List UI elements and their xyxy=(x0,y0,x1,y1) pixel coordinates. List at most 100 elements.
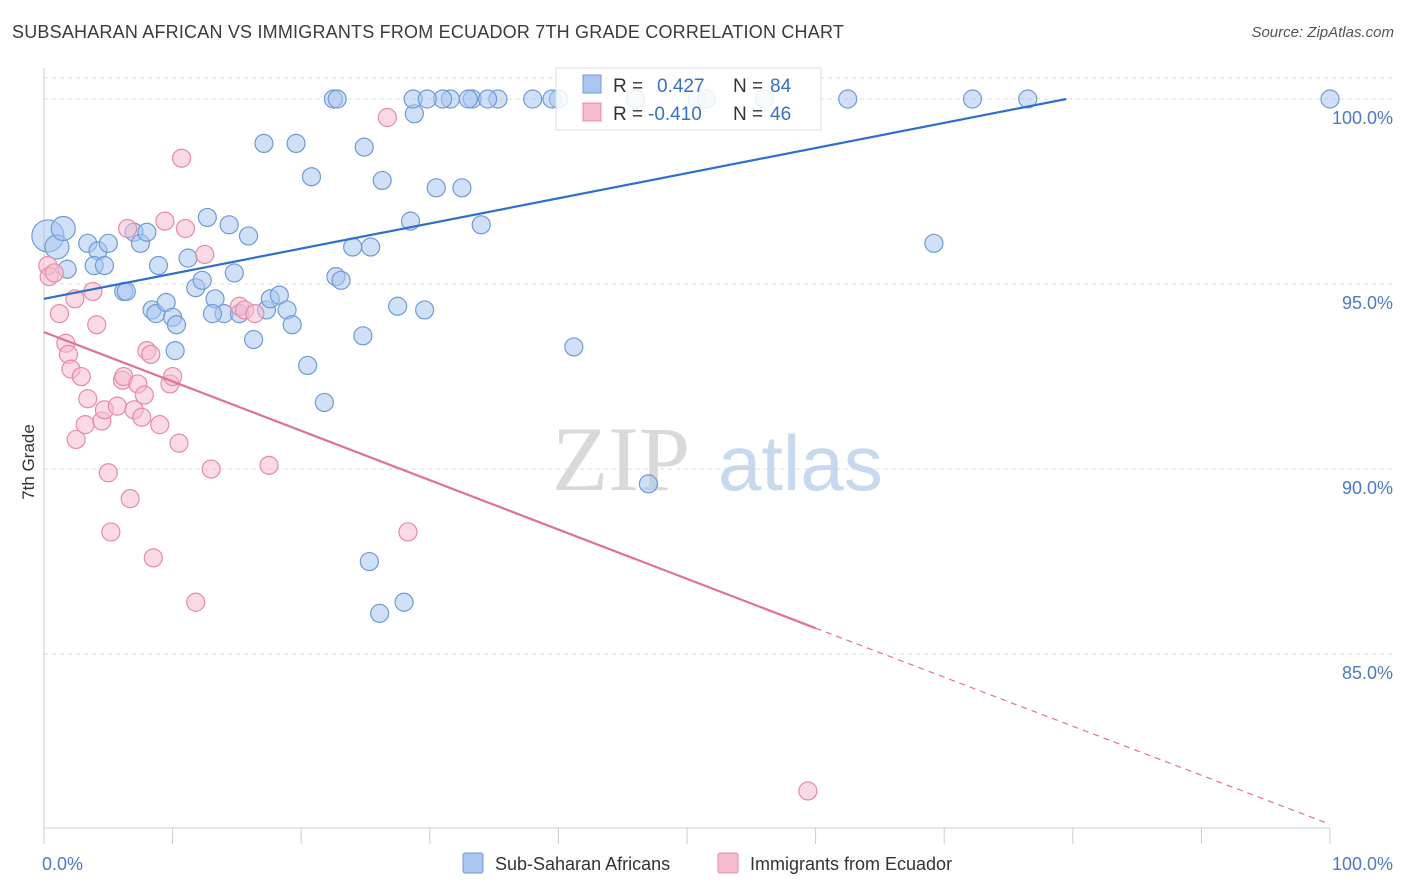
point-ecuador xyxy=(172,148,192,168)
point-ecuador xyxy=(175,218,196,239)
point-ecuador xyxy=(195,244,215,265)
point-sub-saharan xyxy=(415,300,435,320)
trend-line-ecuador xyxy=(43,331,816,630)
stats-swatch-blue xyxy=(582,74,602,94)
point-sub-saharan xyxy=(137,222,157,242)
stats-swatch-pink xyxy=(582,102,602,122)
stats-r-label-2: R = xyxy=(613,104,643,125)
point-ecuador xyxy=(98,463,118,483)
x-tick-label-100: 100.0% xyxy=(1332,854,1393,874)
stats-r-value-1: 0.427 xyxy=(657,76,705,97)
point-sub-saharan xyxy=(478,89,498,109)
point-sub-saharan xyxy=(838,89,858,109)
point-sub-saharan xyxy=(361,237,381,257)
stats-n-label-1: N = xyxy=(733,76,763,97)
point-sub-saharan xyxy=(50,215,76,242)
stats-n-value-1: 84 xyxy=(770,76,792,97)
grid xyxy=(44,77,1392,655)
point-ecuador xyxy=(132,407,152,427)
stats-box: R = 0.427 N = 84 R = -0.410 N = 46 xyxy=(555,67,822,131)
point-sub-saharan xyxy=(298,355,318,376)
point-sub-saharan xyxy=(219,215,239,235)
point-ecuador xyxy=(798,781,818,801)
chart-title: SUBSAHARAN AFRICAN VS IMMIGRANTS FROM EC… xyxy=(12,22,845,42)
stats-r-value-2: -0.410 xyxy=(648,104,702,125)
point-sub-saharan xyxy=(165,341,185,361)
y-axis-label: 7th Grade xyxy=(19,424,38,500)
point-ecuador xyxy=(71,366,91,387)
point-sub-saharan xyxy=(286,133,306,154)
point-sub-saharan xyxy=(301,167,322,187)
legend: Sub-Saharan Africans Immigrants from Ecu… xyxy=(462,852,952,874)
point-sub-saharan xyxy=(238,226,259,246)
point-sub-saharan xyxy=(327,89,347,109)
legend-label-sub-saharan: Sub-Saharan Africans xyxy=(495,854,670,874)
point-sub-saharan xyxy=(98,233,118,253)
point-ecuador xyxy=(44,263,64,283)
watermark-atlas: atlas xyxy=(718,419,883,507)
point-sub-saharan xyxy=(1018,89,1038,109)
point-sub-saharan xyxy=(178,248,198,268)
point-sub-saharan xyxy=(254,133,274,154)
y-tick-label: 100.0% xyxy=(1332,108,1393,128)
point-ecuador xyxy=(134,385,154,405)
point-sub-saharan xyxy=(282,315,302,335)
point-ecuador xyxy=(201,459,221,479)
stats-n-value-2: 46 xyxy=(770,104,791,125)
watermark: ZIP atlas xyxy=(552,408,883,510)
trend-line-sub-saharan xyxy=(43,97,1067,300)
point-sub-saharan xyxy=(148,255,169,276)
point-sub-saharan xyxy=(224,263,244,283)
point-sub-saharan xyxy=(388,296,408,316)
point-sub-saharan xyxy=(314,392,334,413)
point-ecuador xyxy=(186,592,206,612)
point-ecuador xyxy=(245,304,265,324)
point-sub-saharan xyxy=(471,215,491,235)
series-ecuador-points xyxy=(38,107,818,801)
point-ecuador xyxy=(169,433,189,453)
series-sub-saharan-points xyxy=(31,89,1340,623)
point-ecuador xyxy=(398,522,418,542)
y-tick-label: 85.0% xyxy=(1342,663,1393,683)
point-sub-saharan xyxy=(564,337,584,357)
point-sub-saharan xyxy=(244,329,264,350)
point-sub-saharan xyxy=(370,603,390,623)
trend-lines xyxy=(43,97,1331,825)
point-sub-saharan xyxy=(269,285,289,305)
legend-swatch-pink xyxy=(717,852,739,874)
watermark-zip: ZIP xyxy=(552,408,690,510)
point-sub-saharan xyxy=(359,551,379,572)
point-sub-saharan xyxy=(354,137,374,157)
point-sub-saharan xyxy=(192,270,212,290)
point-sub-saharan xyxy=(452,178,472,198)
point-ecuador xyxy=(377,107,397,128)
point-ecuador xyxy=(155,211,175,231)
point-sub-saharan xyxy=(962,89,983,109)
point-ecuador xyxy=(120,489,140,509)
axes: 85.0% 90.0% 95.0% 100.0% xyxy=(43,68,1393,844)
point-ecuador xyxy=(49,304,70,324)
point-ecuador xyxy=(117,218,138,239)
point-sub-saharan xyxy=(372,170,392,191)
y-tick-label: 90.0% xyxy=(1342,478,1393,498)
point-sub-saharan xyxy=(394,592,414,612)
point-ecuador xyxy=(66,429,86,450)
point-sub-saharan xyxy=(417,89,437,109)
x-tick-label-0: 0.0% xyxy=(42,854,83,874)
point-ecuador xyxy=(141,344,161,364)
legend-swatch-blue xyxy=(462,852,484,874)
point-sub-saharan xyxy=(116,281,136,302)
point-sub-saharan xyxy=(197,207,217,228)
point-ecuador xyxy=(101,522,121,542)
point-sub-saharan xyxy=(523,89,543,109)
y-tick-label: 95.0% xyxy=(1342,293,1393,313)
point-ecuador xyxy=(75,415,95,435)
point-ecuador xyxy=(78,389,98,409)
point-sub-saharan xyxy=(331,270,351,290)
point-ecuador xyxy=(150,415,170,435)
legend-label-ecuador: Immigrants from Ecuador xyxy=(750,854,952,874)
point-ecuador xyxy=(107,396,127,416)
point-ecuador xyxy=(87,315,107,335)
point-sub-saharan xyxy=(638,474,659,494)
